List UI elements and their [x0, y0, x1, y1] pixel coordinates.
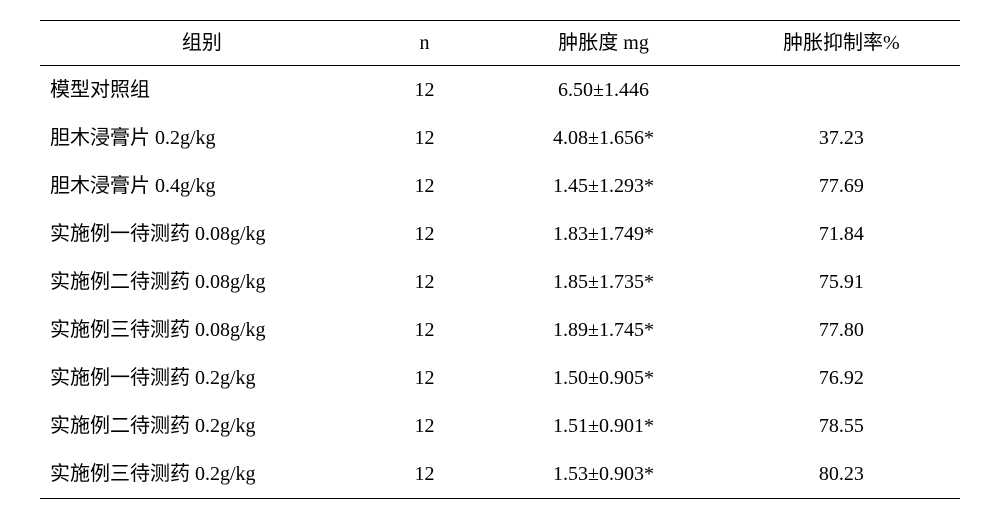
cell-inhibition: 80.23 — [723, 450, 960, 499]
cell-swelling: 1.83±1.749* — [484, 210, 723, 258]
cell-group: 胆木浸膏片 0.4g/kg — [40, 162, 365, 210]
cell-n: 12 — [365, 162, 485, 210]
cell-inhibition: 77.80 — [723, 306, 960, 354]
col-header-inhibition: 肿胀抑制率% — [723, 21, 960, 66]
cell-swelling: 4.08±1.656* — [484, 114, 723, 162]
table-row: 胆木浸膏片 0.2g/kg 12 4.08±1.656* 37.23 — [40, 114, 960, 162]
cell-swelling: 1.45±1.293* — [484, 162, 723, 210]
table-header-row: 组别 n 肿胀度 mg 肿胀抑制率% — [40, 21, 960, 66]
col-header-group: 组别 — [40, 21, 365, 66]
table-row: 实施例二待测药 0.08g/kg 12 1.85±1.735* 75.91 — [40, 258, 960, 306]
cell-inhibition: 71.84 — [723, 210, 960, 258]
cell-n: 12 — [365, 402, 485, 450]
cell-inhibition: 75.91 — [723, 258, 960, 306]
table-row: 实施例二待测药 0.2g/kg 12 1.51±0.901* 78.55 — [40, 402, 960, 450]
cell-n: 12 — [365, 258, 485, 306]
cell-swelling: 1.85±1.735* — [484, 258, 723, 306]
col-header-n: n — [365, 21, 485, 66]
cell-inhibition: 76.92 — [723, 354, 960, 402]
cell-group: 模型对照组 — [40, 66, 365, 115]
cell-group: 实施例一待测药 0.08g/kg — [40, 210, 365, 258]
col-header-swelling: 肿胀度 mg — [484, 21, 723, 66]
cell-group: 胆木浸膏片 0.2g/kg — [40, 114, 365, 162]
cell-n: 12 — [365, 306, 485, 354]
cell-group: 实施例一待测药 0.2g/kg — [40, 354, 365, 402]
cell-swelling: 1.53±0.903* — [484, 450, 723, 499]
cell-group: 实施例三待测药 0.08g/kg — [40, 306, 365, 354]
cell-group: 实施例二待测药 0.2g/kg — [40, 402, 365, 450]
cell-swelling: 6.50±1.446 — [484, 66, 723, 115]
cell-n: 12 — [365, 450, 485, 499]
cell-inhibition: 77.69 — [723, 162, 960, 210]
data-table: 组别 n 肿胀度 mg 肿胀抑制率% 模型对照组 12 6.50±1.446 胆… — [40, 20, 960, 499]
cell-n: 12 — [365, 66, 485, 115]
cell-n: 12 — [365, 114, 485, 162]
cell-n: 12 — [365, 354, 485, 402]
table-row: 实施例三待测药 0.2g/kg 12 1.53±0.903* 80.23 — [40, 450, 960, 499]
table-row: 胆木浸膏片 0.4g/kg 12 1.45±1.293* 77.69 — [40, 162, 960, 210]
cell-swelling: 1.50±0.905* — [484, 354, 723, 402]
table-row: 模型对照组 12 6.50±1.446 — [40, 66, 960, 115]
cell-n: 12 — [365, 210, 485, 258]
table-row: 实施例一待测药 0.08g/kg 12 1.83±1.749* 71.84 — [40, 210, 960, 258]
cell-group: 实施例三待测药 0.2g/kg — [40, 450, 365, 499]
cell-inhibition: 78.55 — [723, 402, 960, 450]
cell-inhibition: 37.23 — [723, 114, 960, 162]
cell-swelling: 1.51±0.901* — [484, 402, 723, 450]
cell-swelling: 1.89±1.745* — [484, 306, 723, 354]
cell-inhibition — [723, 66, 960, 115]
cell-group: 实施例二待测药 0.08g/kg — [40, 258, 365, 306]
table-row: 实施例三待测药 0.08g/kg 12 1.89±1.745* 77.80 — [40, 306, 960, 354]
table-row: 实施例一待测药 0.2g/kg 12 1.50±0.905* 76.92 — [40, 354, 960, 402]
